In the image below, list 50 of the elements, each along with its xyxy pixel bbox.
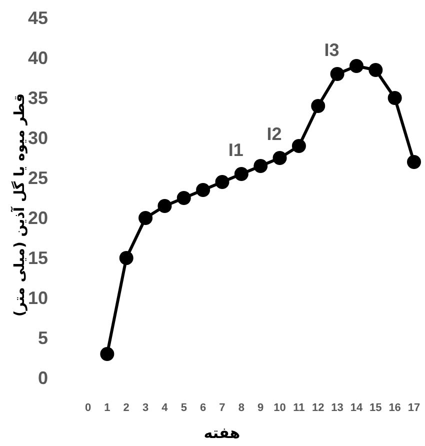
x-tick-label: 17	[408, 402, 420, 414]
point	[407, 155, 421, 169]
point	[272, 151, 287, 165]
point	[138, 211, 153, 225]
x-tick-label: 0	[84, 402, 92, 414]
point	[100, 347, 114, 361]
point	[254, 159, 268, 173]
x-tick-label: 8	[238, 402, 244, 414]
y-axis-title: قطر میوه یا گل آذین (میلی متر)	[10, 93, 28, 317]
x-tick-label: 13	[331, 402, 344, 414]
x-tick-label: 9	[258, 402, 264, 414]
x-tick-label: 10	[274, 402, 286, 414]
x-tick-label: 4	[162, 402, 169, 414]
point	[234, 167, 248, 181]
y-tick-label: 20	[28, 208, 48, 228]
point	[158, 199, 172, 213]
point	[311, 99, 326, 113]
point	[196, 183, 210, 197]
x-tick-label: 6	[200, 402, 206, 414]
y-tick-label: 10	[28, 288, 48, 308]
y-tick-label: 35	[28, 88, 48, 108]
point	[349, 59, 364, 73]
x-axis-title: هفته	[204, 424, 240, 442]
point	[119, 251, 134, 265]
point	[292, 139, 306, 153]
point	[330, 67, 344, 81]
x-tick-label: 7	[219, 402, 226, 414]
x-tick-label: 15	[370, 402, 382, 414]
x-tick-label: 16	[388, 402, 401, 414]
x-tick-label: 2	[123, 402, 130, 414]
point	[388, 91, 402, 105]
y-tick-label: 0	[38, 368, 48, 388]
y-tick-label: 25	[28, 168, 48, 188]
y-tick-label: 15	[28, 248, 48, 268]
x-tick-label: 14	[350, 402, 364, 414]
y-tick-label: 45	[28, 8, 48, 28]
point	[215, 175, 230, 189]
y-tick-label: 40	[28, 48, 48, 68]
point	[176, 191, 191, 205]
annotation: I1	[228, 140, 244, 160]
y-tick-label: 5	[38, 328, 48, 348]
annotation: I2	[266, 124, 282, 144]
x-tick-label: 11	[293, 402, 305, 414]
x-tick-label: 3	[142, 402, 149, 414]
point	[368, 63, 383, 77]
y-tick-label: 30	[28, 128, 48, 148]
x-tick-label: 5	[180, 402, 187, 414]
x-tick-label: 1	[104, 402, 110, 414]
annotation: I3	[324, 40, 340, 60]
x-tick-label: 12	[312, 402, 324, 414]
